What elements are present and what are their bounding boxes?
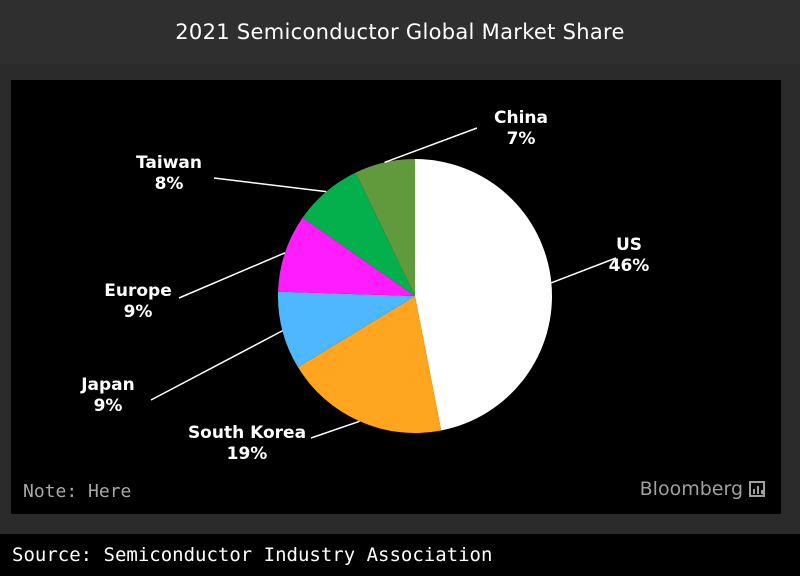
leader-line-south-korea — [310, 420, 360, 439]
slice-value-europe: 9% — [124, 302, 153, 322]
slice-value-japan: 9% — [94, 396, 123, 416]
chart-note: Note: Here — [23, 481, 132, 502]
slice-value-us: 46% — [609, 256, 650, 276]
pie-slice-taiwan — [302, 172, 415, 296]
leader-line-japan — [150, 330, 283, 401]
pie-slice-china — [355, 159, 415, 296]
bloomberg-logo-icon — [749, 481, 765, 497]
slice-label-taiwan: Taiwan — [136, 153, 202, 173]
brand-watermark: Bloomberg — [640, 478, 765, 500]
chart-panel: US 46% South Korea 19% Japan 9% Europe 9% Taiwan… — [11, 80, 781, 514]
slice-label-south-korea: South Korea — [188, 423, 306, 443]
slice-value-south-korea: 19% — [227, 444, 268, 464]
slice-value-china: 7% — [507, 129, 536, 149]
pie-slice-us — [415, 159, 553, 431]
chart-header: 2021 Semiconductor Global Market Share — [0, 0, 800, 64]
leader-line-us — [551, 257, 617, 284]
leader-line-taiwan — [213, 177, 327, 193]
source-text: Source: Semiconductor Industry Associati… — [12, 544, 493, 566]
pie-slice-south-korea — [297, 296, 442, 433]
chart-title: 2021 Semiconductor Global Market Share — [175, 20, 625, 44]
pie-slice-japan — [278, 291, 415, 368]
slice-label-japan: Japan — [80, 375, 135, 395]
brand-name: Bloomberg — [639, 478, 743, 500]
slice-label-europe: Europe — [104, 281, 171, 301]
slice-label-china: China — [494, 108, 548, 128]
pie-slice-europe — [278, 217, 415, 296]
source-footer: Source: Semiconductor Industry Associati… — [0, 534, 800, 576]
leader-line-china — [384, 127, 478, 164]
leader-line-europe — [178, 252, 286, 299]
slice-label-us: US — [616, 235, 642, 255]
slice-value-taiwan: 8% — [155, 174, 184, 194]
